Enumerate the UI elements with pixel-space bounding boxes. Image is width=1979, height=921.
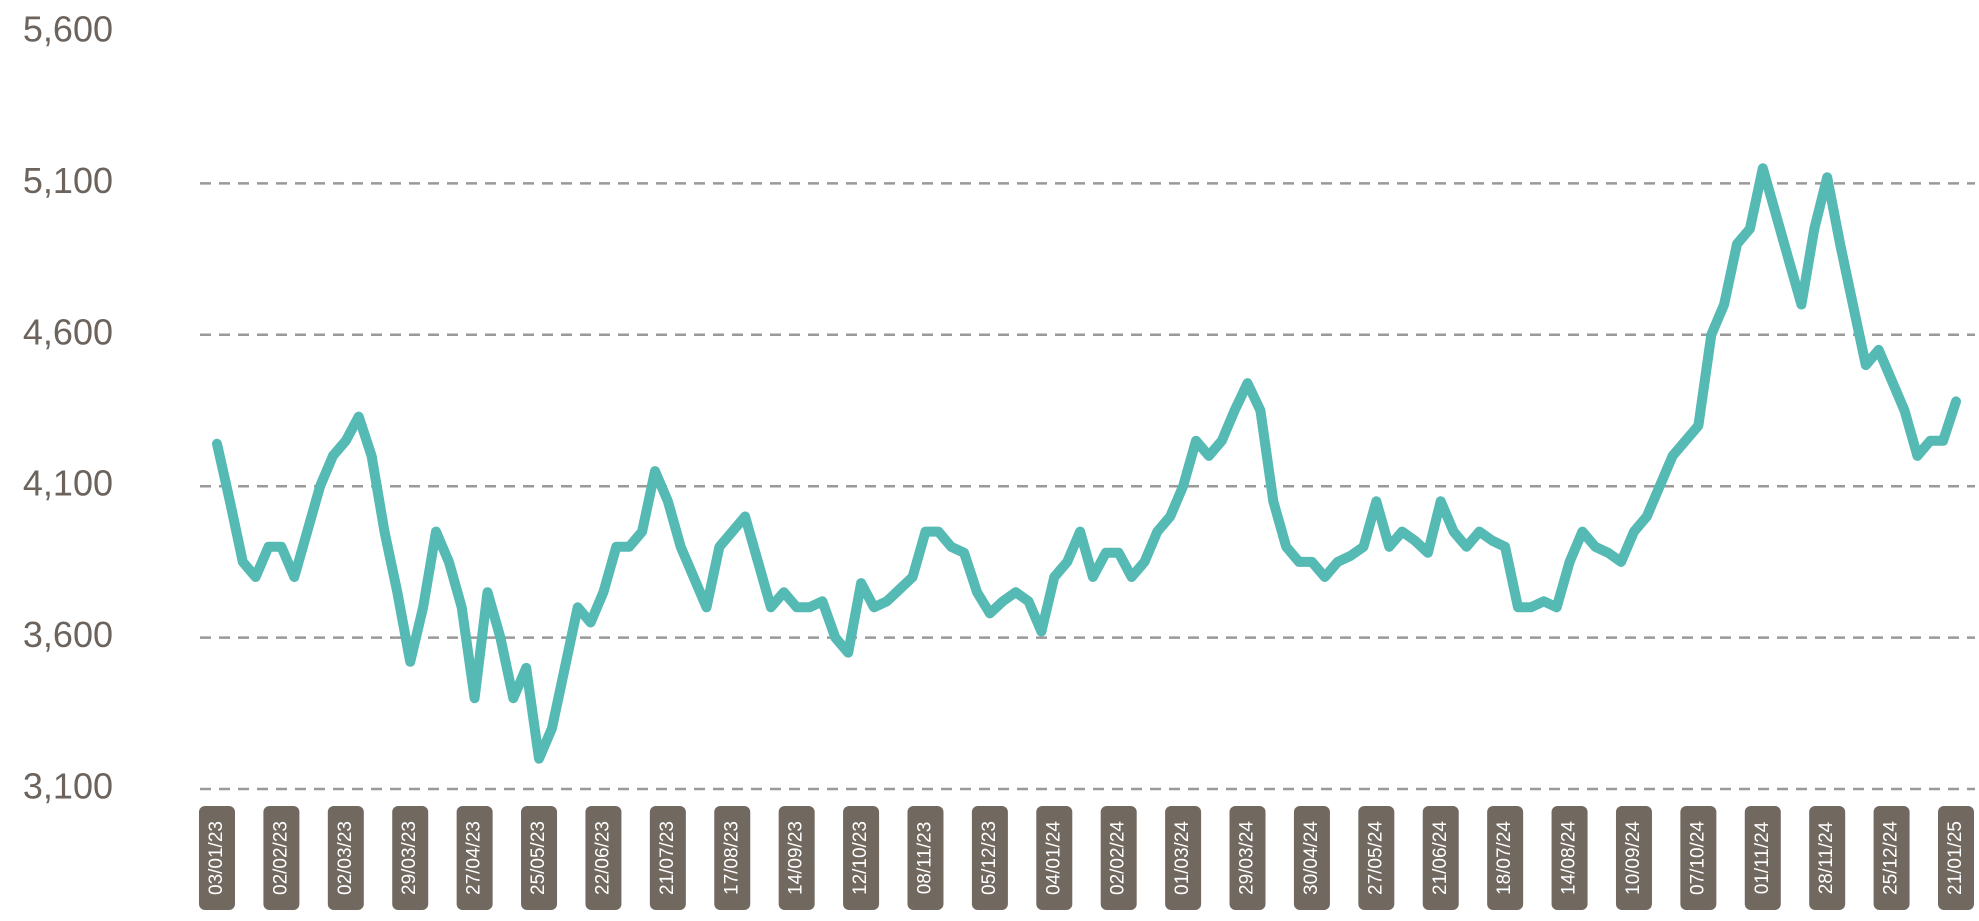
x-label-box: [649, 806, 686, 910]
x-label-box: [1229, 806, 1266, 910]
x-label-box: [1487, 806, 1524, 910]
x-label-box: [1165, 806, 1202, 910]
x-tick-label: 02/02/23: [270, 821, 291, 895]
x-label-box: [1615, 806, 1652, 910]
x-label-box: [1873, 806, 1910, 910]
x-label-box: [1036, 806, 1073, 910]
x-label-box: [327, 806, 364, 910]
x-tick-label: 17/08/23: [721, 821, 742, 895]
x-label-box: [1422, 806, 1459, 910]
x-tick-label: 27/04/23: [464, 821, 485, 895]
x-tick-label: 10/09/24: [1623, 821, 1644, 895]
x-tick-label: 30/04/24: [1301, 821, 1322, 895]
x-label-box: [1744, 806, 1781, 910]
y-tick-label: 5,100: [23, 160, 113, 201]
x-tick-label: 29/03/24: [1237, 821, 1258, 895]
x-label-box: [714, 806, 751, 910]
x-tick-label: 02/03/23: [335, 821, 356, 895]
x-tick-label: 02/02/24: [1108, 821, 1129, 895]
x-label-box: [1358, 806, 1395, 910]
line: [212, 163, 1961, 764]
x-tick-label: 03/01/23: [206, 821, 227, 895]
x-label-box: [843, 806, 880, 910]
x-label-box: [1680, 806, 1717, 910]
x-label-box: [778, 806, 815, 910]
x-label-box: [199, 806, 235, 910]
x-tick-label: 01/03/24: [1172, 821, 1193, 895]
x-tick-label: 05/12/23: [979, 821, 1000, 895]
x-label-box: [521, 806, 558, 910]
x-label-box: [263, 806, 300, 910]
y-tick-label: 3,600: [23, 614, 113, 655]
x-tick-label: 25/12/24: [1881, 821, 1902, 895]
x-tick-label: 01/11/24: [1752, 821, 1773, 894]
x-label-box: [1551, 806, 1588, 910]
y-tick-label: 5,600: [23, 9, 113, 50]
x-label-box: [392, 806, 429, 910]
x-tick-label: 29/03/23: [399, 821, 420, 895]
x-tick-label: 18/07/24: [1494, 821, 1515, 895]
x-label-box: [1100, 806, 1137, 910]
x-tick-label: 08/11/23: [914, 822, 935, 895]
x-tick-label: 21/06/24: [1430, 821, 1451, 895]
x-tick-label: 22/06/23: [592, 821, 613, 895]
x-label-box: [1809, 806, 1846, 910]
x-tick-label: 25/05/23: [528, 821, 549, 895]
x-tick-label: 27/05/24: [1365, 821, 1386, 895]
x-tick-label: 28/11/24: [1816, 821, 1837, 894]
y-tick-label: 3,100: [23, 766, 113, 807]
x-tick-label: 12/10/23: [850, 821, 871, 895]
x-tick-label: 21/01/25: [1945, 821, 1966, 895]
x-label-box: [585, 806, 622, 910]
y-tick-label: 4,600: [23, 311, 113, 352]
x-tick-label: 14/09/23: [786, 821, 807, 895]
x-label-box: [1938, 806, 1974, 910]
y-tick-label: 4,100: [23, 463, 113, 504]
x-label-box: [971, 806, 1008, 910]
x-tick-label: 21/07/23: [657, 821, 678, 895]
x-label-box: [1293, 806, 1330, 910]
x-tick-label: 04/01/24: [1043, 821, 1064, 895]
x-tick-label: 14/08/24: [1559, 821, 1580, 895]
x-label-box: [907, 806, 944, 910]
x-tick-label: 07/10/24: [1687, 821, 1708, 895]
x-label-box: [456, 806, 493, 910]
